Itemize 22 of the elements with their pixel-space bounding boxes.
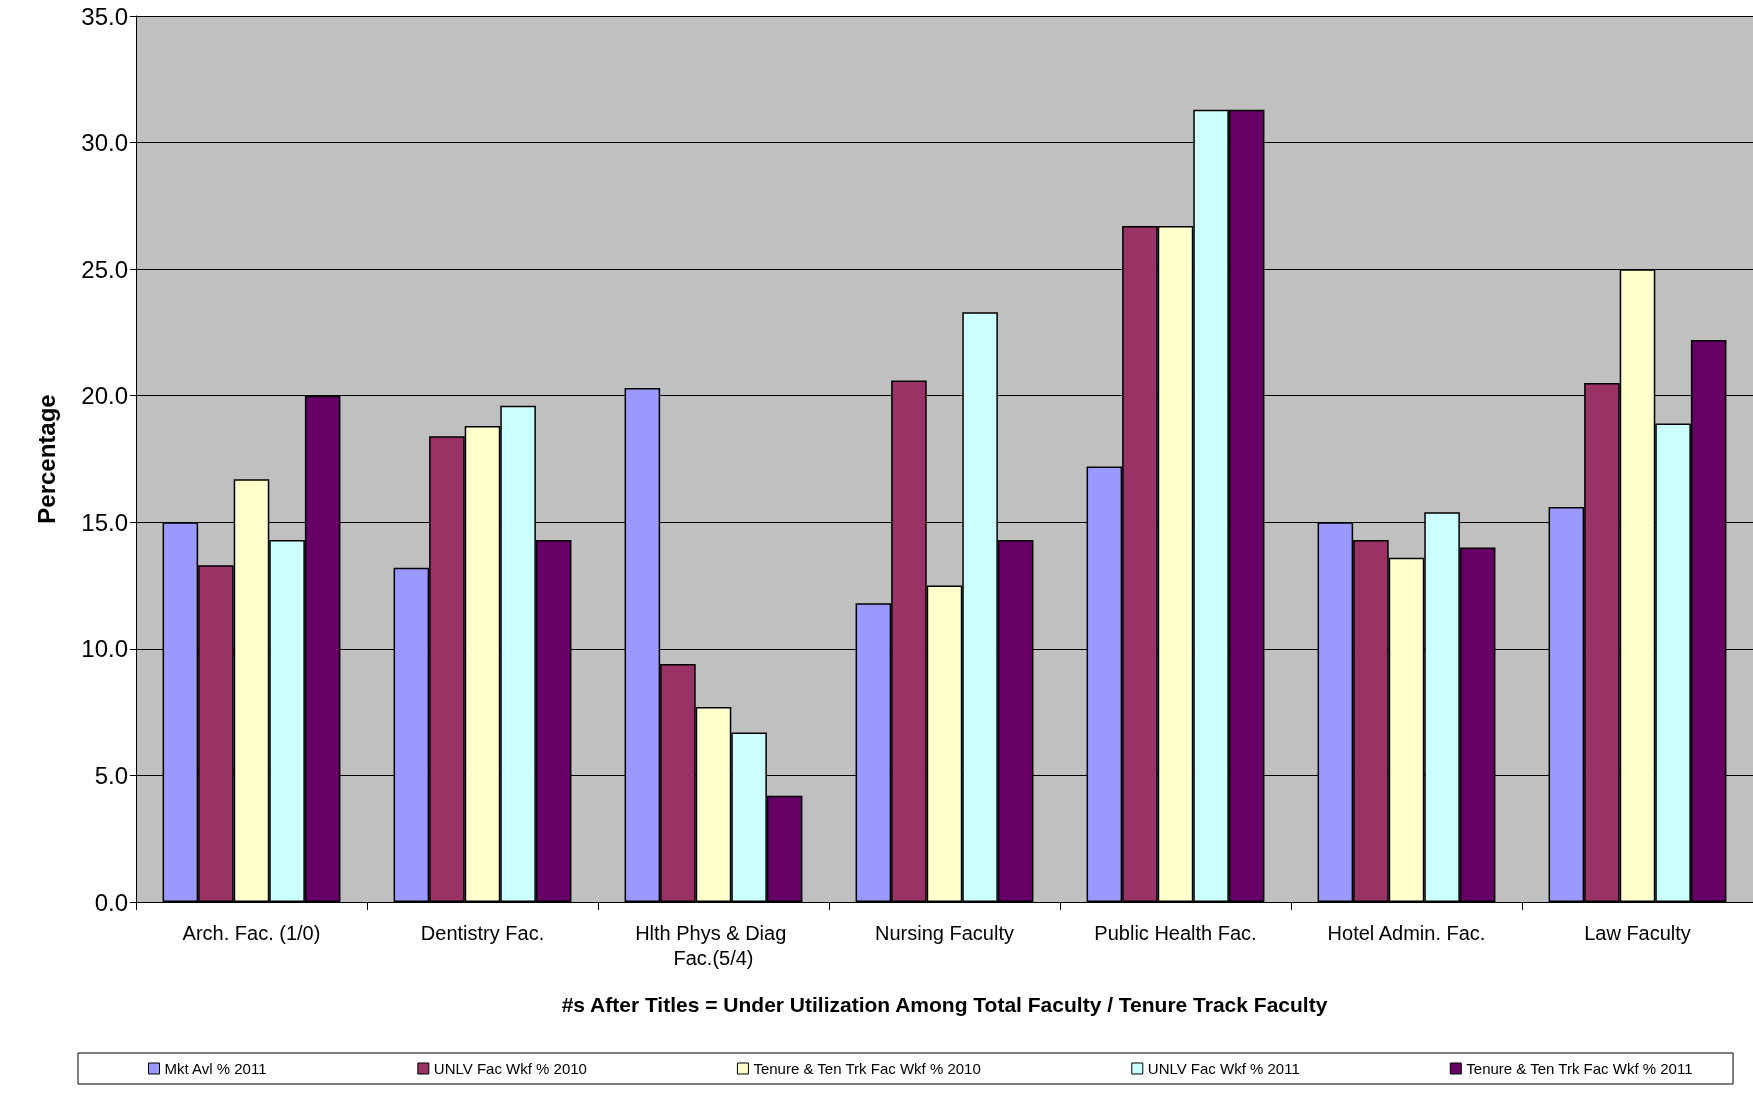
x-tick-label: Dentistry Fac. [420,921,545,944]
x-tick-label: Nursing Faculty [875,921,1014,944]
y-tick-label: 25.0 [81,255,128,283]
legend-label: Tenure & Ten Trk Fac Wkf % 2011 [1466,1060,1693,1077]
y-tick-label: 5.0 [94,761,128,789]
legend-label: Mkt Avl % 2011 [164,1060,267,1077]
x-axis-title: #s After Titles = Under Utilization Among Total Faculty / Tenure Track Faculty [561,993,1328,1016]
legend-label: UNLV Fac Wkf % 2011 [1147,1060,1300,1077]
y-tick-label: 30.0 [81,129,128,157]
y-tick-label: 0.0 [94,888,128,916]
y-axis-title: Percentage [32,394,60,524]
x-tick-label: Public Health Fac. [1094,921,1257,944]
x-tick-label: Arch. Fac. (1/0) [182,921,321,944]
y-tick-label: 15.0 [81,508,128,536]
x-tick-label: Hotel Admin. Fac. [1327,921,1486,944]
y-tick-label: 35.0 [81,2,128,30]
legend-label: UNLV Fac Wkf % 2010 [433,1060,587,1077]
y-tick-label: 20.0 [81,382,128,410]
x-tick-label: Law Faculty [1584,921,1691,944]
legend-label: Tenure & Ten Trk Fac Wkf % 2010 [753,1060,981,1077]
x-tick-label: Hlth Phys & Diag Fac.(5/4) [635,921,792,969]
y-tick-label: 10.0 [81,635,128,663]
